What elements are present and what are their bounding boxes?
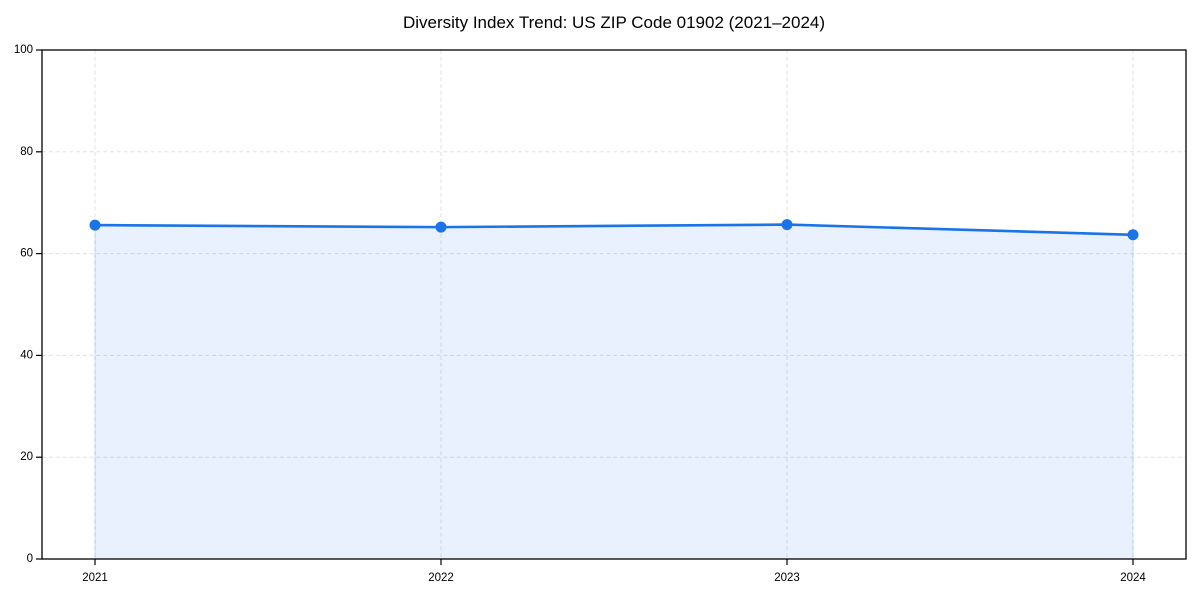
y-tick-label: 100 — [14, 44, 33, 56]
grid-layer — [42, 50, 1186, 559]
y-tick-label: 20 — [20, 451, 33, 463]
trend-line — [93, 223, 1135, 237]
y-tick-label: 0 — [27, 553, 33, 565]
x-tick-label: 2021 — [82, 572, 108, 584]
y-tick-label: 80 — [20, 146, 33, 158]
plot-border — [41, 49, 1187, 560]
data-point-2024 — [1127, 229, 1139, 241]
x-tick-label: 2022 — [428, 572, 454, 584]
data-point-2022 — [435, 221, 447, 233]
axis-layer: 0 20 40 60 80 100 2021 2022 2023 2024 — [14, 44, 1147, 584]
y-tick-label: 40 — [20, 349, 33, 361]
y-tick-label: 60 — [20, 248, 33, 260]
x-tick-label: 2024 — [1120, 572, 1146, 584]
x-tick-label: 2023 — [774, 572, 800, 584]
data-layer — [89, 219, 1139, 560]
area-fill — [94, 224, 1134, 560]
data-point-2021 — [89, 219, 101, 231]
chart-title: Diversity Index Trend: US ZIP Code 01902… — [403, 13, 825, 32]
data-point-2023 — [781, 219, 793, 231]
